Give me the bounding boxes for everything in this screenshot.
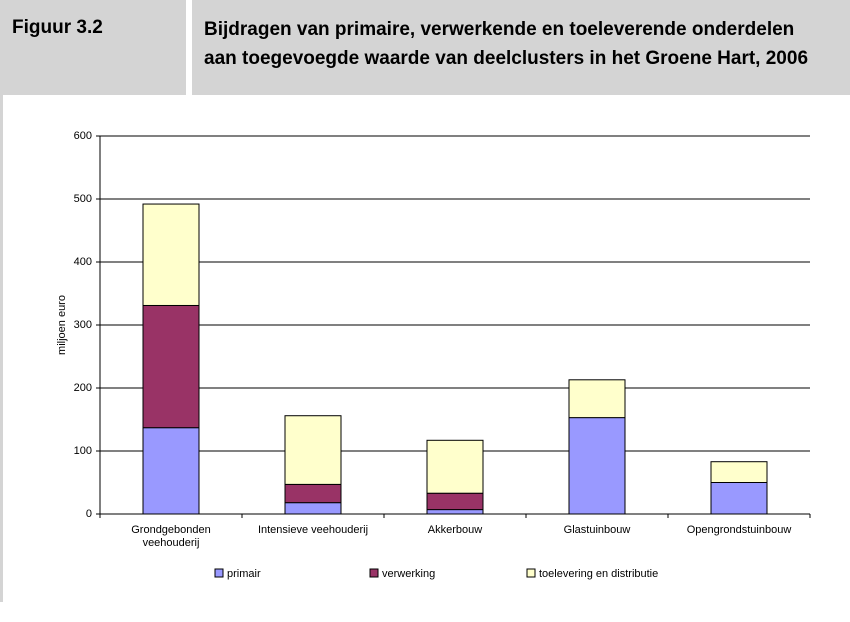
bar-segment [284,502,342,515]
y-axis-label: miljoen euro [56,295,68,355]
bar-segment [426,492,484,511]
legend-label: toelevering en distributie [539,568,658,580]
y-tick-label: 400 [74,256,92,268]
legend-swatch [369,568,379,578]
figure-label: Figuur 3.2 [0,0,186,95]
bar-segment [426,439,484,494]
bar-segment [284,483,342,504]
side-rule [0,95,3,602]
legend-label: primair [227,568,261,580]
legend-label: verwerking [382,568,435,580]
x-tick-label: Glastuinbouw [563,524,631,536]
x-tick-label: Opengrondstuinbouw [686,524,792,536]
bar-segment [568,417,626,515]
y-tick-label: 500 [74,193,92,205]
chart-title: Bijdragen van primaire, verwerkende en t… [192,0,850,95]
y-tick-label: 300 [74,319,92,331]
y-tick-label: 100 [74,445,92,457]
y-tick-label: 200 [74,382,92,394]
x-tick-label: Grondgebonden veehouderij [131,524,211,549]
bar-segment [142,203,200,306]
bar-segment [710,482,768,515]
bar-segment [142,427,200,515]
bar-segment [710,461,768,483]
x-tick-label: Akkerbouw [427,524,483,536]
y-tick-label: 0 [86,508,92,520]
legend-swatch [526,568,536,578]
bar-segment [568,379,626,419]
legend-swatch [214,568,224,578]
x-tick-label: Intensieve veehouderij [257,524,369,536]
bar-segment [426,509,484,515]
y-tick-label: 600 [74,130,92,142]
bar-segment [142,304,200,429]
bar-segment [284,415,342,485]
